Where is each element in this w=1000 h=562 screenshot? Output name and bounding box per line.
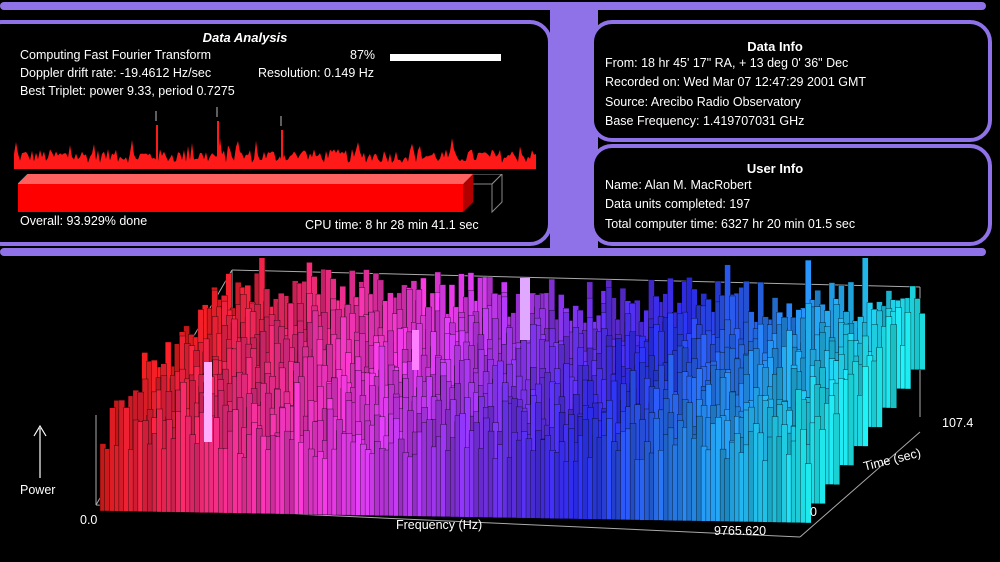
recorded-on-text: Recorded on: Wed Mar 07 12:47:29 2001 GM… (605, 75, 867, 89)
overall-progress-bar (18, 174, 503, 214)
progress-fill-front (18, 184, 464, 212)
base-frequency-text: Base Frequency: 1.419707031 GHz (605, 114, 805, 128)
fft-progress-fill (390, 54, 502, 61)
spectrum-bar (876, 347, 883, 428)
spectrum-bar (890, 324, 897, 409)
power-noise-area (14, 137, 536, 169)
resolution-text: Resolution: 0.149 Hz (258, 66, 375, 80)
spectrum-bar (919, 313, 926, 370)
fft-percent-text: 87% (350, 48, 376, 62)
spectrum-spike-2 (204, 362, 212, 442)
user-name-text: Name: Alan M. MacRobert (605, 178, 752, 192)
spectrum-spike-3 (412, 330, 419, 370)
time-axis-max-label: 107.4 (942, 416, 974, 430)
power-axis-label: Power (20, 483, 56, 497)
frame-top-bar (0, 2, 986, 10)
spectrum-bar (833, 413, 840, 485)
coordinates-text: From: 18 hr 45' 17" RA, + 13 deg 0' 36" … (605, 56, 849, 70)
data-analysis-title: Data Analysis (202, 30, 288, 45)
power-spectrum-3d-plot (33, 258, 926, 538)
time-axis-min-label: 0 (810, 505, 817, 519)
plot-right-bottom-edge (799, 431, 921, 538)
fft-status-text: Computing Fast Fourier Transform (20, 48, 212, 62)
total-time-text: Total computer time: 6327 hr 20 min 01.5… (605, 217, 856, 231)
x-axis-max-label: 9765.620 (714, 524, 767, 538)
x-axis-min-label: 0.0 (80, 513, 98, 527)
spectrum-bar (819, 429, 826, 504)
progress-fill-top (18, 174, 474, 184)
spectrum-bar (904, 312, 912, 390)
spectrum-bar (862, 366, 869, 447)
progress-track-end (491, 174, 503, 214)
triplet-power-graph (14, 107, 536, 169)
spectrum-bar (847, 373, 855, 466)
user-info-title: User Info (746, 161, 804, 176)
units-completed-text: Data units completed: 197 (605, 197, 751, 211)
power-axis-arrowhead (33, 424, 47, 437)
frequency-axis-label: Frequency (Hz) (396, 518, 483, 532)
best-triplet-text: Best Triplet: power 9.33, period 0.7275 (20, 84, 235, 98)
user-info-panel (590, 144, 992, 246)
spectrum-bar (805, 463, 812, 524)
overall-progress-text: Overall: 93.929% done (20, 214, 148, 228)
spectrum-spike-1 (520, 278, 530, 340)
progress-fill-side (463, 174, 474, 212)
frame-middle-bar (0, 248, 986, 256)
data-info-title: Data Info (747, 39, 803, 54)
cpu-time-text: CPU time: 8 hr 28 min 41.1 sec (305, 218, 479, 232)
data-info-panel (590, 20, 992, 142)
doppler-drift-text: Doppler drift rate: -19.4612 Hz/sec (20, 66, 212, 80)
source-text: Source: Arecibo Radio Observatory (605, 95, 801, 109)
